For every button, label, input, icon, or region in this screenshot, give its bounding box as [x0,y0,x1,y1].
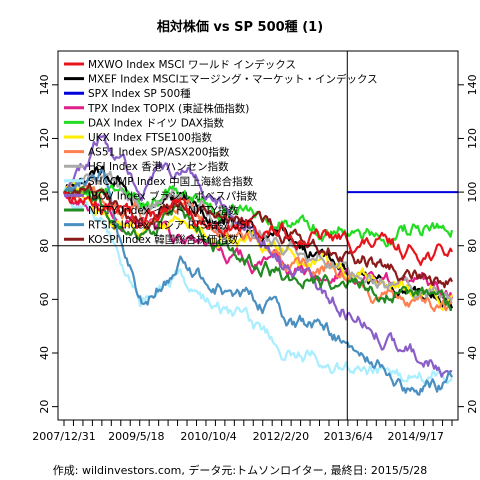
y-right-tick-label: 100 [466,182,479,203]
series-lines [62,134,454,396]
y-right-tick-label: 120 [466,128,479,149]
series-line-12 [63,182,453,289]
y-axis-left: 20 40 60 80 100 120 140 [38,74,58,414]
legend-label-8: SHCOMP Index 中国上海総合指数 [88,175,254,188]
legend-label-0: MXWO Index MSCI ワールド インデックス [88,58,296,71]
reference-lines [58,51,458,420]
y-left-tick-label: 100 [38,182,51,203]
legend-label-12: KOSPI Index 韓国総合株価指数 [88,233,239,246]
y-right-tick-label: 80 [466,239,479,253]
series-line-3 [62,191,454,299]
y-left-tick-label: 40 [38,346,51,360]
x-tick-label: 2014/9/17 [388,430,444,443]
legend-label-2: SPX Index SP 500種 [88,87,191,100]
series-line-11 [62,169,453,396]
y-left-tick-label: 60 [38,292,51,306]
series-line-0 [62,191,453,266]
legend-label-10: NIFTY Index インド NIFTY指数 [88,204,239,217]
legend-label-9: IBOV Index ブラジル ボベスパ指数 [88,189,258,202]
x-tick-label: 2007/12/31 [32,430,95,443]
chart-caption: 作成: wildinvestors.com, データ元:トムソンロイター, 最終… [53,463,427,477]
y-axis-right: 20 40 60 80 100 120 140 [458,74,479,414]
x-tick-label: 2009/5/18 [108,430,164,443]
legend-label-4: DAX Index ドイツ DAX指数 [88,116,224,129]
y-right-tick-label: 20 [466,400,479,414]
y-left-tick-label: 140 [38,74,51,95]
series-line-10 [63,186,453,311]
y-left-tick-label: 80 [38,239,51,253]
legend-label-5: UKX Index FTSE100指数 [88,131,212,144]
legend-label-1: MXEF Index MSCIエマージング・マーケット・インデックス [88,73,378,86]
x-tick-label: 2013/6/4 [324,430,373,443]
y-right-tick-label: 40 [466,346,479,360]
legend-label-11: RTSI$ Index ロシア RTS指数 USD [88,219,254,232]
y-left-tick-label: 20 [38,400,51,414]
legend: MXWO Index MSCI ワールド インデックス MXEF Index MS… [64,58,378,246]
series-line-8 [62,187,453,386]
x-axis: 2007/12/31 2009/5/18 2010/10/4 2012/2/20 201… [32,420,453,443]
y-left-tick-label: 120 [38,128,51,149]
series-line-9 [63,134,453,378]
legend-label-3: TPX Index TOPIX (東証株価指数) [87,102,249,115]
x-tick-label: 2010/10/4 [180,430,236,443]
y-right-tick-label: 140 [466,74,479,95]
chart-title: 相対株価 vs SP 500種 (1) [157,19,323,35]
y-right-tick-label: 60 [466,292,479,306]
legend-label-6: AS51 Index SP/ASX200指数 [88,146,230,159]
plot-frame [57,50,459,421]
legend-label-7: HSI Index 香港 ハンセン指数 [88,160,229,173]
x-tick-label: 2012/2/20 [253,430,309,443]
